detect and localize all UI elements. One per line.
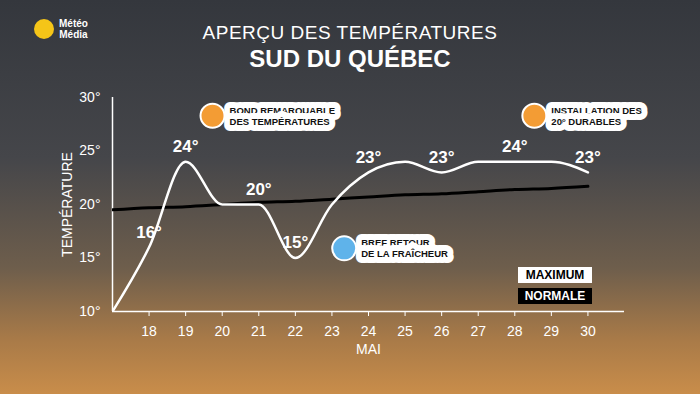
html-text:NORMALE: NORMALE xyxy=(524,289,586,303)
html-text:APERÇU DES TEMPÉRATURES: APERÇU DES TEMPÉRATURES xyxy=(202,22,498,43)
svg-text:25: 25 xyxy=(397,323,413,339)
svg-text:INSTALLATION DES20° DURABLES: INSTALLATION DES20° DURABLES xyxy=(551,105,641,127)
svg-text:20°: 20° xyxy=(246,180,272,199)
svg-text:29: 29 xyxy=(544,323,560,339)
svg-text:23°: 23° xyxy=(575,148,601,167)
svg-text:BOND REMARQUABLEDES TEMPÉRATUR: BOND REMARQUABLEDES TEMPÉRATURES xyxy=(230,105,336,127)
svg-text:15°: 15° xyxy=(79,249,100,265)
html-text:SUD DU QUÉBEC: SUD DU QUÉBEC xyxy=(249,45,451,72)
svg-text:26: 26 xyxy=(434,323,450,339)
svg-text:28: 28 xyxy=(507,323,523,339)
svg-text:24°: 24° xyxy=(173,137,199,156)
svg-text:MAI: MAI xyxy=(356,341,381,357)
svg-text:BREF RETOURDE LA FRAÎCHEUR: BREF RETOURDE LA FRAÎCHEUR xyxy=(361,237,448,259)
svg-text:25°: 25° xyxy=(79,142,100,158)
svg-text:10°: 10° xyxy=(79,303,100,319)
html-text:MAXIMUM: MAXIMUM xyxy=(525,268,585,282)
svg-text:24: 24 xyxy=(361,323,377,339)
html-text:Météo Média: Météo Média xyxy=(59,18,88,40)
svg-text:30: 30 xyxy=(580,323,596,339)
svg-text:30°: 30° xyxy=(79,89,100,105)
svg-text:23: 23 xyxy=(324,323,340,339)
svg-text:16°: 16° xyxy=(136,223,162,242)
svg-text:18: 18 xyxy=(141,323,157,339)
svg-text:15°: 15° xyxy=(282,233,308,252)
svg-text:21: 21 xyxy=(251,323,267,339)
svg-text:23°: 23° xyxy=(429,148,455,167)
svg-text:20°: 20° xyxy=(79,196,100,212)
svg-text:20: 20 xyxy=(214,323,230,339)
svg-text:TEMPÉRATURE: TEMPÉRATURE xyxy=(59,152,75,257)
svg-text:19: 19 xyxy=(178,323,194,339)
svg-text:23°: 23° xyxy=(356,148,382,167)
svg-text:27: 27 xyxy=(470,323,486,339)
svg-text:24°: 24° xyxy=(502,137,528,156)
svg-text:22: 22 xyxy=(288,323,304,339)
